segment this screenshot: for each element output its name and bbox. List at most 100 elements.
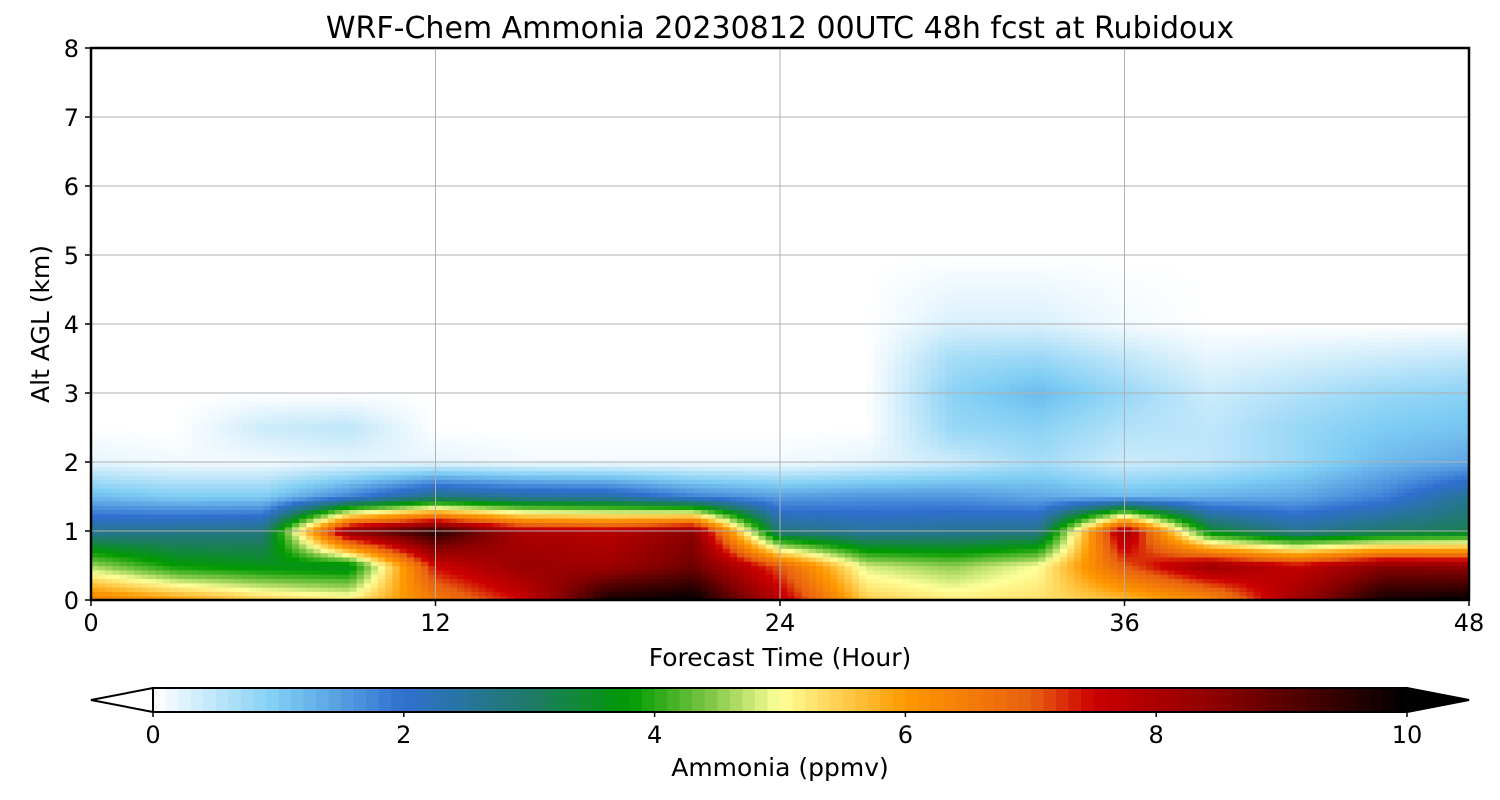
heatmap-cell [794, 540, 802, 545]
heatmap-cell [392, 501, 400, 506]
heatmap-cell [1440, 557, 1448, 562]
heatmap-cell [1046, 591, 1054, 596]
heatmap-cell [1412, 570, 1420, 575]
heatmap-cell [1010, 548, 1018, 553]
heatmap-cell [378, 514, 386, 519]
heatmap-cell [1010, 591, 1018, 596]
heatmap-cell [113, 501, 121, 506]
heatmap-cell [134, 553, 142, 558]
heatmap-cell [658, 501, 666, 506]
heatmap-cell [177, 587, 185, 592]
heatmap-cell [1268, 505, 1276, 510]
heatmap-cell [436, 518, 444, 523]
heatmap-cell [1347, 557, 1355, 562]
heatmap-cell [278, 492, 286, 497]
heatmap-cell [1196, 548, 1204, 553]
heatmap-cell [127, 505, 135, 510]
heatmap-cell [1031, 522, 1039, 527]
heatmap-cell [1261, 566, 1269, 571]
heatmap-cell [1132, 540, 1140, 545]
heatmap-cell [1254, 505, 1262, 510]
heatmap-cell [170, 544, 178, 549]
heatmap-cell [507, 518, 515, 523]
heatmap-cell [385, 570, 393, 575]
heatmap-cell [1139, 587, 1147, 592]
heatmap-cell [1168, 566, 1176, 571]
heatmap-cell [579, 566, 587, 571]
heatmap-cell [593, 583, 601, 588]
heatmap-cell [1074, 540, 1082, 545]
heatmap-cell [278, 561, 286, 566]
heatmap-cell [1067, 501, 1075, 506]
heatmap-cell [156, 535, 164, 540]
heatmap-cell [1125, 557, 1133, 562]
heatmap-cell [263, 591, 271, 596]
heatmap-cell [342, 591, 350, 596]
heatmap-cell [723, 544, 731, 549]
heatmap-cell [636, 587, 644, 592]
heatmap-cell [421, 570, 429, 575]
heatmap-cell [321, 540, 329, 545]
heatmap-cell [723, 574, 731, 579]
heatmap-cell [313, 531, 321, 536]
heatmap-cell [1268, 492, 1276, 497]
heatmap-cell [622, 578, 630, 583]
heatmap-cell [622, 497, 630, 502]
heatmap-cell [1297, 505, 1305, 510]
heatmap-cell [464, 540, 472, 545]
heatmap-cell [565, 544, 573, 549]
heatmap-cell [105, 488, 113, 493]
heatmap-cell [1239, 553, 1247, 558]
heatmap-cell [1311, 587, 1319, 592]
heatmap-cell [1297, 522, 1305, 527]
heatmap-cell [1254, 540, 1262, 545]
heatmap-cell [1182, 570, 1190, 575]
heatmap-cell [651, 492, 659, 497]
heatmap-cell [1081, 544, 1089, 549]
heatmap-cell [1103, 574, 1111, 579]
heatmap-cell [988, 557, 996, 562]
heatmap-cell [629, 561, 637, 566]
heatmap-cell [967, 548, 975, 553]
heatmap-cell [644, 548, 652, 553]
chart-title: WRF-Chem Ammonia 20230812 00UTC 48h fcst… [326, 11, 1234, 46]
heatmap-cell [206, 514, 214, 519]
heatmap-cell [342, 570, 350, 575]
heatmap-cell [1412, 557, 1420, 562]
heatmap-cell [1103, 531, 1111, 536]
heatmap-cell [220, 509, 228, 514]
heatmap-cell [1189, 553, 1197, 558]
heatmap-cell [443, 544, 451, 549]
heatmap-cell [687, 531, 695, 536]
heatmap-cell [141, 488, 149, 493]
heatmap-cell [306, 505, 314, 510]
heatmap-cell [1340, 522, 1348, 527]
heatmap-cell [1412, 497, 1420, 502]
heatmap-cell [636, 514, 644, 519]
heatmap-cell [644, 509, 652, 514]
heatmap-cell [658, 492, 666, 497]
heatmap-cell [909, 514, 917, 519]
heatmap-cell [1275, 587, 1283, 592]
heatmap-cell [1304, 514, 1312, 519]
heatmap-cell [98, 553, 106, 558]
heatmap-cell [1304, 518, 1312, 523]
heatmap-cell [895, 570, 903, 575]
heatmap-cell [823, 514, 831, 519]
heatmap-cell [981, 509, 989, 514]
heatmap-cell [1175, 492, 1183, 497]
heatmap-cell [758, 514, 766, 519]
heatmap-cell [249, 557, 257, 562]
heatmap-cell [1311, 488, 1319, 493]
heatmap-cell [873, 566, 881, 571]
heatmap-cell [500, 501, 508, 506]
heatmap-cell [995, 583, 1003, 588]
heatmap-cell [967, 514, 975, 519]
heatmap-cell [493, 514, 501, 519]
heatmap-cell [1297, 548, 1305, 553]
heatmap-cell [1089, 587, 1097, 592]
heatmap-cell [1024, 488, 1032, 493]
heatmap-cell [514, 591, 522, 596]
heatmap-cell [536, 587, 544, 592]
heatmap-cell [1311, 535, 1319, 540]
